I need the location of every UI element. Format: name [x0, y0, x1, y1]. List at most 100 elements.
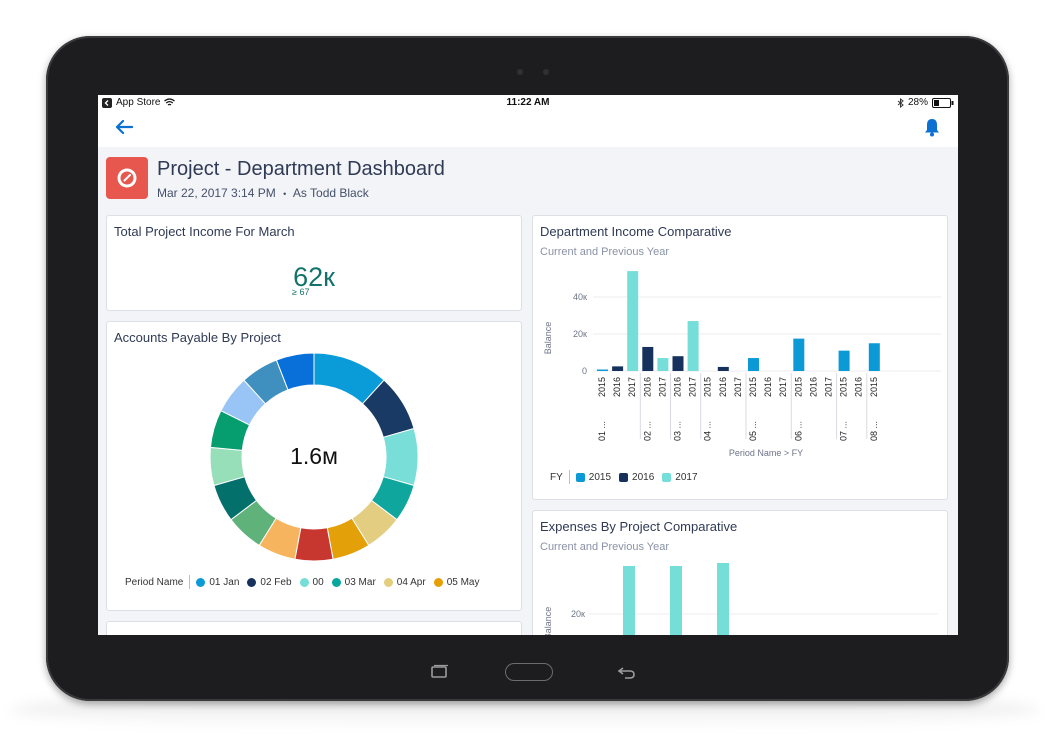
y-tick-label: 0	[582, 366, 587, 376]
legend-item[interactable]: 2017	[662, 471, 698, 483]
donut-total: 1.6м	[290, 443, 338, 469]
legend-swatch	[433, 577, 443, 587]
bar[interactable]	[670, 566, 682, 635]
x-group-label: 05 ...	[748, 421, 758, 441]
legend-label: 2017	[675, 471, 698, 483]
x-tick-label: 2017	[657, 377, 667, 397]
tablet-device: App Store 11:22 AM 28%	[46, 36, 1009, 701]
accounts-donut-chart	[209, 352, 419, 562]
bar[interactable]	[597, 369, 608, 371]
legend-swatch	[662, 472, 672, 482]
legend-item[interactable]: 03 Mar	[331, 576, 376, 588]
department-income-card[interactable]: Department Income Comparative Current an…	[532, 215, 948, 500]
carrier-label[interactable]: App Store	[116, 97, 161, 108]
bar[interactable]	[868, 343, 880, 371]
legend-item[interactable]: 2015	[575, 471, 612, 483]
accounts-legend: Period Name 01 Jan 02 Feb 00 03 Mar 04 A…	[125, 575, 488, 589]
front-camera	[517, 69, 523, 75]
income-card[interactable]: Total Project Income For March 62к ≥ 67	[106, 215, 522, 311]
legend-swatch	[619, 472, 629, 482]
donut-slice[interactable]	[294, 527, 334, 562]
expenses-card[interactable]: Expenses By Project Comparative Current …	[532, 510, 948, 635]
bar[interactable]	[793, 338, 805, 371]
y-tick-label: 20к	[571, 609, 585, 619]
x-tick-label: 2016	[612, 377, 622, 397]
y-tick-label: 20к	[573, 329, 587, 339]
dashboard-icon	[106, 157, 148, 199]
legend-separator	[189, 575, 191, 589]
bar[interactable]	[717, 366, 729, 371]
legend-label: 2015	[588, 471, 612, 483]
hardware-back-icon[interactable]	[617, 664, 637, 680]
dashboard-content: Project - Department Dashboard Mar 22, 2…	[98, 147, 958, 635]
bar[interactable]	[642, 346, 654, 371]
legend-item[interactable]: 2016	[619, 472, 654, 483]
light-sensor	[543, 69, 549, 75]
x-tick-label: 2017	[733, 377, 743, 397]
legend-separator	[568, 470, 570, 484]
y-tick-label: 40к	[573, 292, 587, 302]
legend-swatch	[299, 577, 309, 587]
legend-label: 2016	[632, 471, 655, 483]
x-tick-label: 2016	[642, 377, 652, 397]
legend-item[interactable]: 02 Feb	[247, 577, 292, 588]
x-axis-label: Period Name > FY	[729, 448, 803, 458]
legend-swatch	[383, 577, 393, 587]
legend-swatch	[247, 577, 257, 587]
legend-item[interactable]: 00	[299, 576, 324, 588]
dept-card-subtitle: Current and Previous Year	[540, 246, 670, 258]
navigation-bar	[98, 111, 958, 147]
page-subtitle: Mar 22, 2017 3:14 PM • As Todd Black	[157, 186, 369, 200]
legend-item[interactable]: 04 Apr	[383, 576, 426, 588]
battery-percentage: 28%	[907, 97, 928, 108]
income-card-title: Total Project Income For March	[114, 224, 295, 239]
x-tick-label: 2015	[869, 377, 879, 397]
accounts-payable-card[interactable]: Accounts Payable By Project 1.6м Period …	[106, 321, 522, 611]
bluetooth-icon	[897, 97, 904, 108]
department-income-bar-chart: Balance Period Name > FY 40к 20к 0 2015 2016…	[543, 271, 941, 458]
back-to-app-icon[interactable]	[102, 97, 112, 108]
status-bar: App Store 11:22 AM 28%	[98, 95, 958, 111]
subtitle-separator: •	[283, 189, 287, 199]
x-group-label: 04 ...	[703, 421, 713, 441]
clock: 11:22 AM	[506, 97, 550, 108]
legend-item[interactable]: 05 May	[433, 576, 480, 588]
legend-swatch	[196, 577, 206, 587]
bar[interactable]	[687, 321, 699, 371]
x-group-label: 06 ...	[793, 421, 803, 441]
legend-item[interactable]: 01 Jan	[196, 577, 239, 588]
legend-label: 00	[312, 576, 324, 588]
bar[interactable]	[627, 271, 639, 371]
x-tick-label: 2015	[748, 377, 758, 397]
x-tick-label: 2016	[808, 377, 818, 397]
recent-apps-icon[interactable]	[429, 664, 451, 680]
back-arrow-icon[interactable]	[114, 117, 134, 137]
partial-card[interactable]	[106, 621, 522, 635]
legend-swatch	[331, 577, 341, 587]
bar[interactable]	[623, 566, 635, 635]
x-tick-label: 2015	[703, 377, 713, 397]
income-metric-detail: ≥ 67	[292, 287, 310, 297]
legend-title: FY	[550, 471, 563, 483]
bar[interactable]	[838, 350, 850, 371]
expenses-card-title: Expenses By Project Comparative	[540, 519, 738, 534]
x-group-label: 07 ...	[839, 421, 849, 441]
legend-label: 03 Mar	[344, 576, 376, 588]
x-tick-label: 2017	[627, 377, 637, 397]
legend-title: Period Name	[125, 576, 184, 588]
home-button[interactable]	[505, 663, 553, 681]
legend-label: 04 Apr	[396, 576, 426, 588]
bar[interactable]	[672, 356, 684, 371]
bar[interactable]	[748, 358, 759, 371]
legend-label: 05 May	[446, 576, 480, 588]
bar[interactable]	[657, 358, 669, 371]
bar[interactable]	[612, 366, 624, 371]
notification-bell-icon[interactable]	[922, 117, 942, 137]
bar[interactable]	[717, 563, 729, 635]
legend-swatch	[575, 472, 585, 482]
x-tick-label: 2015	[839, 377, 849, 397]
y-axis-label: Balance	[543, 607, 553, 635]
fy-legend: FY 2015 2016 2017	[550, 470, 706, 484]
donut-slice[interactable]	[275, 352, 315, 391]
x-tick-label: 2016	[854, 377, 864, 397]
